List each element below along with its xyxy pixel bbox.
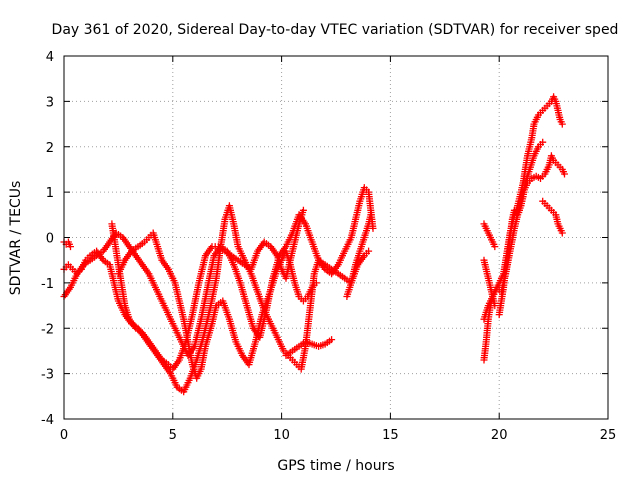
y-tick-label: 4 [46, 50, 54, 65]
y-tick-label: 0 [46, 232, 54, 247]
data-point [312, 279, 320, 287]
axes: 0 5 10 15 20 25 -4 -3 -2 -1 0 1 2 3 4 [41, 50, 616, 443]
data-point [299, 206, 307, 214]
x-tick-label: 15 [382, 428, 399, 443]
y-tick-label: -4 [41, 413, 54, 428]
series-track-3 [60, 238, 74, 251]
data-point [328, 336, 336, 344]
series-track-11 [480, 256, 499, 310]
y-tick-label: -2 [41, 322, 54, 337]
series-track-8 [480, 93, 566, 364]
data-point [558, 229, 566, 237]
data-point [539, 138, 547, 146]
data-point [367, 211, 375, 219]
x-tick-label: 25 [600, 428, 617, 443]
x-tick-label: 10 [273, 428, 290, 443]
chart-title: Day 361 of 2020, Sidereal Day-to-day VTE… [52, 22, 619, 38]
plot-area [60, 93, 568, 396]
y-tick-label: 1 [46, 186, 54, 201]
series-track-7 [343, 211, 375, 300]
x-axis-label: GPS time / hours [277, 458, 394, 474]
series-track-2 [60, 184, 377, 396]
series-track-5 [114, 229, 320, 382]
x-tick-label: 0 [60, 428, 68, 443]
series-track-13 [539, 197, 566, 237]
data-point [558, 120, 566, 128]
series-track-6 [282, 336, 336, 359]
grid [64, 56, 608, 419]
data-point [491, 302, 499, 310]
data-point [365, 247, 373, 255]
data-point [491, 243, 499, 251]
y-tick-label: 3 [46, 95, 54, 110]
data-point [67, 243, 74, 251]
x-tick-label: 20 [491, 428, 508, 443]
y-tick-label: -3 [41, 368, 54, 383]
x-tick-label: 5 [169, 428, 177, 443]
series-track-10 [480, 220, 499, 251]
y-tick-label: 2 [46, 141, 54, 156]
series-track-12 [495, 138, 547, 319]
y-axis-label: SDTVAR / TECUs [8, 181, 24, 296]
data-point [561, 170, 568, 178]
y-tick-label: -1 [41, 277, 54, 292]
